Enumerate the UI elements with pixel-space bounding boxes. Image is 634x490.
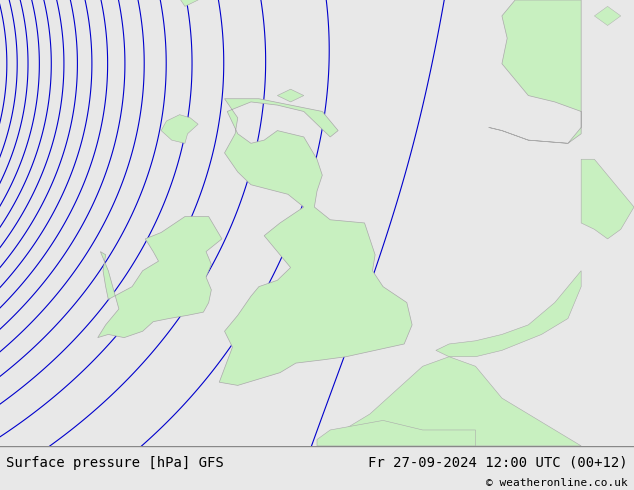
Text: © weatheronline.co.uk: © weatheronline.co.uk xyxy=(486,478,628,489)
Polygon shape xyxy=(595,6,621,25)
Polygon shape xyxy=(317,357,581,446)
Polygon shape xyxy=(174,0,198,6)
Text: Fr 27-09-2024 12:00 UTC (00+12): Fr 27-09-2024 12:00 UTC (00+12) xyxy=(368,456,628,469)
Polygon shape xyxy=(436,270,581,357)
Polygon shape xyxy=(581,159,634,239)
Text: Surface pressure [hPa] GFS: Surface pressure [hPa] GFS xyxy=(6,456,224,469)
Polygon shape xyxy=(98,217,222,338)
Polygon shape xyxy=(278,89,304,102)
Polygon shape xyxy=(219,98,412,385)
Polygon shape xyxy=(489,0,581,144)
Polygon shape xyxy=(161,115,198,144)
Polygon shape xyxy=(317,420,476,446)
